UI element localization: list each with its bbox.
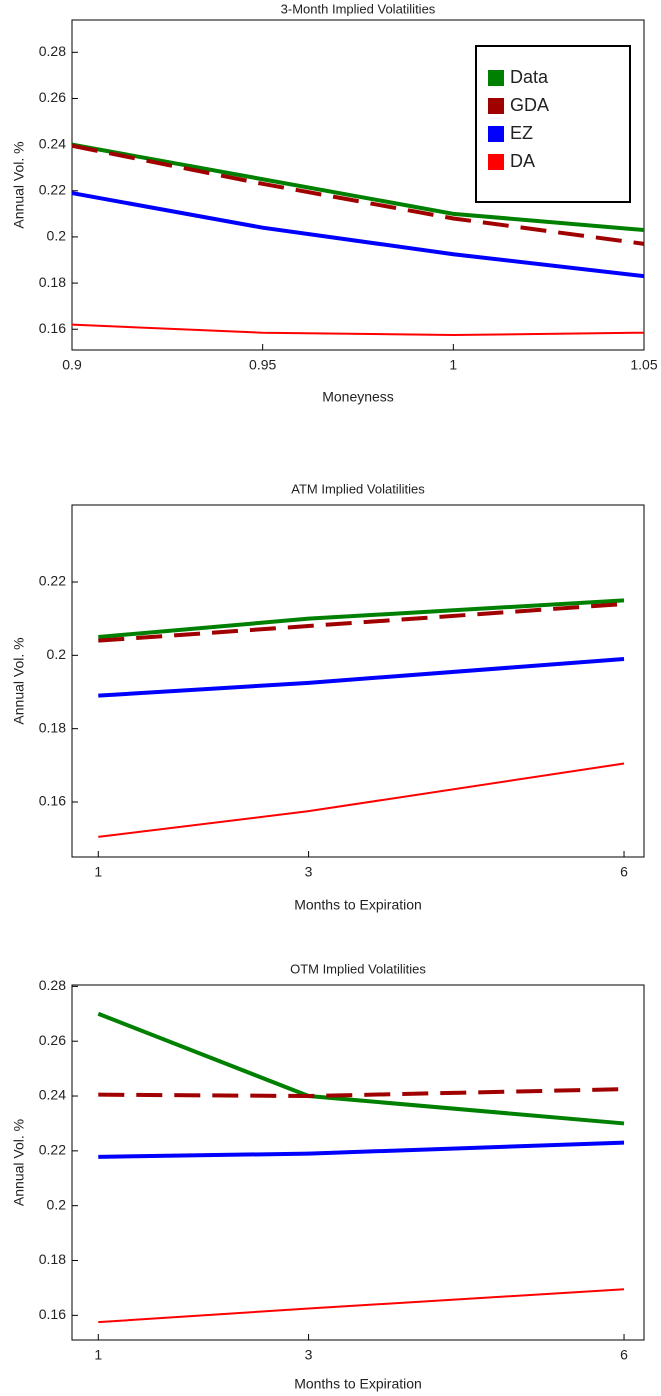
y-tick-label: 0.24 bbox=[39, 1087, 66, 1103]
x-tick-label: 1 bbox=[449, 357, 457, 373]
legend-label: Data bbox=[510, 67, 549, 87]
plot-frame bbox=[71, 19, 645, 351]
x-tick-label: 1 bbox=[94, 864, 102, 880]
series-line bbox=[98, 657, 625, 698]
chart-title: ATM Implied Volatilities bbox=[291, 481, 425, 496]
x-tick-label: 1.05 bbox=[630, 357, 657, 373]
series-line bbox=[71, 323, 645, 337]
series-line bbox=[98, 602, 625, 643]
y-tick-label: 0.28 bbox=[39, 43, 66, 59]
x-tick-label: 1 bbox=[94, 1347, 102, 1363]
series-line bbox=[71, 142, 645, 232]
y-tick-label: 0.26 bbox=[39, 89, 66, 105]
series-line bbox=[98, 762, 625, 838]
y-tick-label: 0.16 bbox=[39, 320, 66, 336]
legend-label: GDA bbox=[510, 95, 549, 115]
y-tick-label: 0.22 bbox=[39, 1142, 66, 1158]
plot-frame bbox=[71, 984, 645, 1341]
y-tick-label: 0.24 bbox=[39, 135, 66, 151]
y-tick-label: 0.28 bbox=[39, 977, 66, 993]
y-tick-label: 0.2 bbox=[47, 228, 67, 244]
legend-swatch bbox=[488, 70, 504, 86]
x-tick-label: 3 bbox=[305, 864, 313, 880]
x-tick-label: 0.95 bbox=[249, 357, 276, 373]
series-line bbox=[71, 191, 645, 279]
series-line bbox=[97, 1011, 625, 1126]
y-tick-label: 0.18 bbox=[39, 719, 66, 735]
x-tick-label: 0.9 bbox=[62, 357, 82, 373]
legend-swatch bbox=[488, 98, 504, 114]
y-tick-label: 0.18 bbox=[39, 1251, 66, 1267]
y-tick-label: 0.2 bbox=[47, 1196, 67, 1212]
chart-title: OTM Implied Volatilities bbox=[290, 961, 426, 976]
series-line bbox=[98, 598, 625, 639]
series-line bbox=[98, 1288, 625, 1324]
y-axis-label: Annual Vol. % bbox=[11, 1119, 27, 1206]
x-tick-label: 6 bbox=[620, 864, 628, 880]
y-tick-label: 0.22 bbox=[39, 573, 66, 589]
x-axis-label: Moneyness bbox=[322, 389, 394, 405]
legend-label: DA bbox=[510, 151, 535, 171]
legend-swatch bbox=[488, 154, 504, 170]
y-axis-label: Annual Vol. % bbox=[11, 141, 27, 228]
legend-label: EZ bbox=[510, 123, 533, 143]
plot-frame bbox=[71, 504, 645, 858]
chart-title: 3-Month Implied Volatilities bbox=[281, 1, 436, 16]
x-axis-label: Months to Expiration bbox=[294, 897, 422, 913]
x-tick-label: 6 bbox=[620, 1347, 628, 1363]
x-tick-label: 3 bbox=[305, 1347, 313, 1363]
series-line bbox=[71, 143, 645, 246]
y-axis-label: Annual Vol. % bbox=[11, 637, 27, 724]
y-tick-label: 0.22 bbox=[39, 181, 66, 197]
series-line bbox=[98, 1140, 625, 1159]
series-line bbox=[98, 1087, 625, 1099]
legend-box bbox=[475, 45, 631, 203]
y-tick-label: 0.18 bbox=[39, 274, 66, 290]
y-tick-label: 0.2 bbox=[47, 646, 67, 662]
y-tick-label: 0.16 bbox=[39, 793, 66, 809]
x-axis-label: Months to Expiration bbox=[294, 1376, 422, 1392]
y-tick-label: 0.16 bbox=[39, 1306, 66, 1322]
y-tick-label: 0.26 bbox=[39, 1032, 66, 1048]
legend-swatch bbox=[488, 126, 504, 142]
